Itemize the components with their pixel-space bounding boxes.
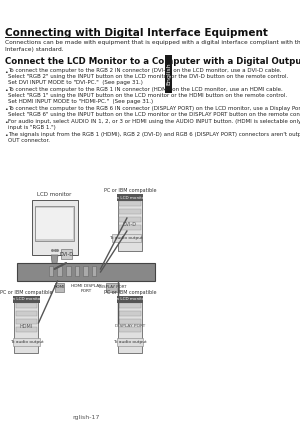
Text: on LCD monitor: on LCD monitor <box>114 196 146 199</box>
Text: •: • <box>4 120 8 125</box>
Text: Connecting with Digital Interface Equipment: Connecting with Digital Interface Equipm… <box>4 28 268 38</box>
Text: PC or IBM compatible: PC or IBM compatible <box>103 188 156 193</box>
Text: OUT connector.: OUT connector. <box>8 138 50 143</box>
FancyBboxPatch shape <box>32 200 77 255</box>
Polygon shape <box>51 255 58 269</box>
Text: •: • <box>4 107 8 112</box>
FancyBboxPatch shape <box>49 266 53 276</box>
FancyBboxPatch shape <box>119 327 141 332</box>
Text: Interface) standard.: Interface) standard. <box>4 46 63 51</box>
Text: LCD monitor: LCD monitor <box>38 192 72 197</box>
Text: Set HDMI INPUT MODE to "HDMI-PC."  (See page 31.): Set HDMI INPUT MODE to "HDMI-PC." (See p… <box>8 99 153 104</box>
FancyBboxPatch shape <box>117 338 143 346</box>
Text: Connections can be made with equipment that is equipped with a digital interface: Connections can be made with equipment t… <box>4 40 300 45</box>
FancyBboxPatch shape <box>83 266 88 276</box>
FancyBboxPatch shape <box>13 338 40 346</box>
FancyBboxPatch shape <box>106 283 119 292</box>
Text: Select "RGB 6" using the INPUT button on the LCD monitor or the DISPLAY PORT but: Select "RGB 6" using the INPUT button on… <box>8 112 300 116</box>
Text: For audio input, select AUDIO IN 1, 2, or 3 or HDMI using the AUDIO INPUT button: For audio input, select AUDIO IN 1, 2, o… <box>8 119 300 124</box>
FancyBboxPatch shape <box>117 194 143 201</box>
FancyBboxPatch shape <box>57 266 62 276</box>
Text: HDMI: HDMI <box>20 323 33 329</box>
FancyBboxPatch shape <box>17 263 155 281</box>
FancyBboxPatch shape <box>36 208 73 239</box>
FancyBboxPatch shape <box>119 209 141 214</box>
Text: PC or IBM compatible: PC or IBM compatible <box>0 290 53 295</box>
FancyBboxPatch shape <box>119 225 141 230</box>
Text: •: • <box>4 88 8 94</box>
FancyBboxPatch shape <box>117 296 143 303</box>
Text: Select "RGB 2" using the INPUT button on the LCD monitor or the DVI-D button on : Select "RGB 2" using the INPUT button on… <box>8 74 288 79</box>
FancyBboxPatch shape <box>118 298 142 353</box>
FancyBboxPatch shape <box>75 266 79 276</box>
FancyBboxPatch shape <box>119 201 141 206</box>
Text: DISPLAY PORT: DISPLAY PORT <box>99 286 126 289</box>
Text: •: • <box>4 70 8 74</box>
Text: Select "RGB 1" using the INPUT button on the LCD monitor or the HDMI button on t: Select "RGB 1" using the INPUT button on… <box>8 93 287 98</box>
Text: English: English <box>166 63 171 85</box>
FancyBboxPatch shape <box>119 303 141 308</box>
FancyBboxPatch shape <box>16 303 37 308</box>
Text: To connect the computer to the RGB 2 IN connector (DVI-D) on the LCD monitor, us: To connect the computer to the RGB 2 IN … <box>8 68 281 73</box>
Text: on LCD monitor: on LCD monitor <box>11 298 43 301</box>
FancyBboxPatch shape <box>119 311 141 316</box>
Text: To audio output: To audio output <box>110 236 143 240</box>
Text: HDMI DISPLAY
PORT: HDMI DISPLAY PORT <box>71 284 101 292</box>
Text: To connect the computer to the RGB 1 IN connector (HDMI) on the LCD monitor, use: To connect the computer to the RGB 1 IN … <box>8 87 283 92</box>
Text: on LCD monitor: on LCD monitor <box>114 298 146 301</box>
FancyBboxPatch shape <box>14 298 38 353</box>
Text: •: • <box>4 133 8 139</box>
Text: The signals input from the RGB 1 (HDMI), RGB 2 (DVI-D) and RGB 6 (DISPLAY PORT) : The signals input from the RGB 1 (HDMI),… <box>8 132 300 137</box>
Text: DVI-D: DVI-D <box>123 221 137 227</box>
FancyBboxPatch shape <box>35 206 74 241</box>
Text: To audio output: To audio output <box>113 340 147 344</box>
Text: To audio output: To audio output <box>10 340 43 344</box>
FancyBboxPatch shape <box>119 319 141 324</box>
FancyBboxPatch shape <box>165 55 172 93</box>
Text: To connect the computer to the RGB 6 IN connector (DISPLAY PORT) on the LCD moni: To connect the computer to the RGB 6 IN … <box>8 106 300 111</box>
Text: PC or IBM compatible: PC or IBM compatible <box>103 290 156 295</box>
FancyBboxPatch shape <box>16 327 37 332</box>
Text: rglish-17: rglish-17 <box>73 415 100 420</box>
Text: HDMI: HDMI <box>53 286 65 289</box>
FancyBboxPatch shape <box>16 319 37 324</box>
FancyBboxPatch shape <box>112 234 141 242</box>
FancyBboxPatch shape <box>92 266 97 276</box>
FancyBboxPatch shape <box>55 283 64 292</box>
Text: DISPLAY PORT: DISPLAY PORT <box>115 324 145 328</box>
FancyBboxPatch shape <box>119 217 141 222</box>
FancyBboxPatch shape <box>118 196 142 251</box>
Text: Set DVI INPUT MODE to "DVI-PC."  (See page 31.): Set DVI INPUT MODE to "DVI-PC." (See pag… <box>8 79 143 85</box>
Text: input is "RGB 1."): input is "RGB 1.") <box>8 125 56 130</box>
FancyBboxPatch shape <box>61 249 72 259</box>
Text: Connect the LCD Monitor to a Computer with a Digital Output: Connect the LCD Monitor to a Computer wi… <box>4 57 300 66</box>
FancyBboxPatch shape <box>13 296 40 303</box>
Text: DVI-D: DVI-D <box>60 252 74 257</box>
FancyBboxPatch shape <box>16 311 37 316</box>
FancyBboxPatch shape <box>66 266 70 276</box>
